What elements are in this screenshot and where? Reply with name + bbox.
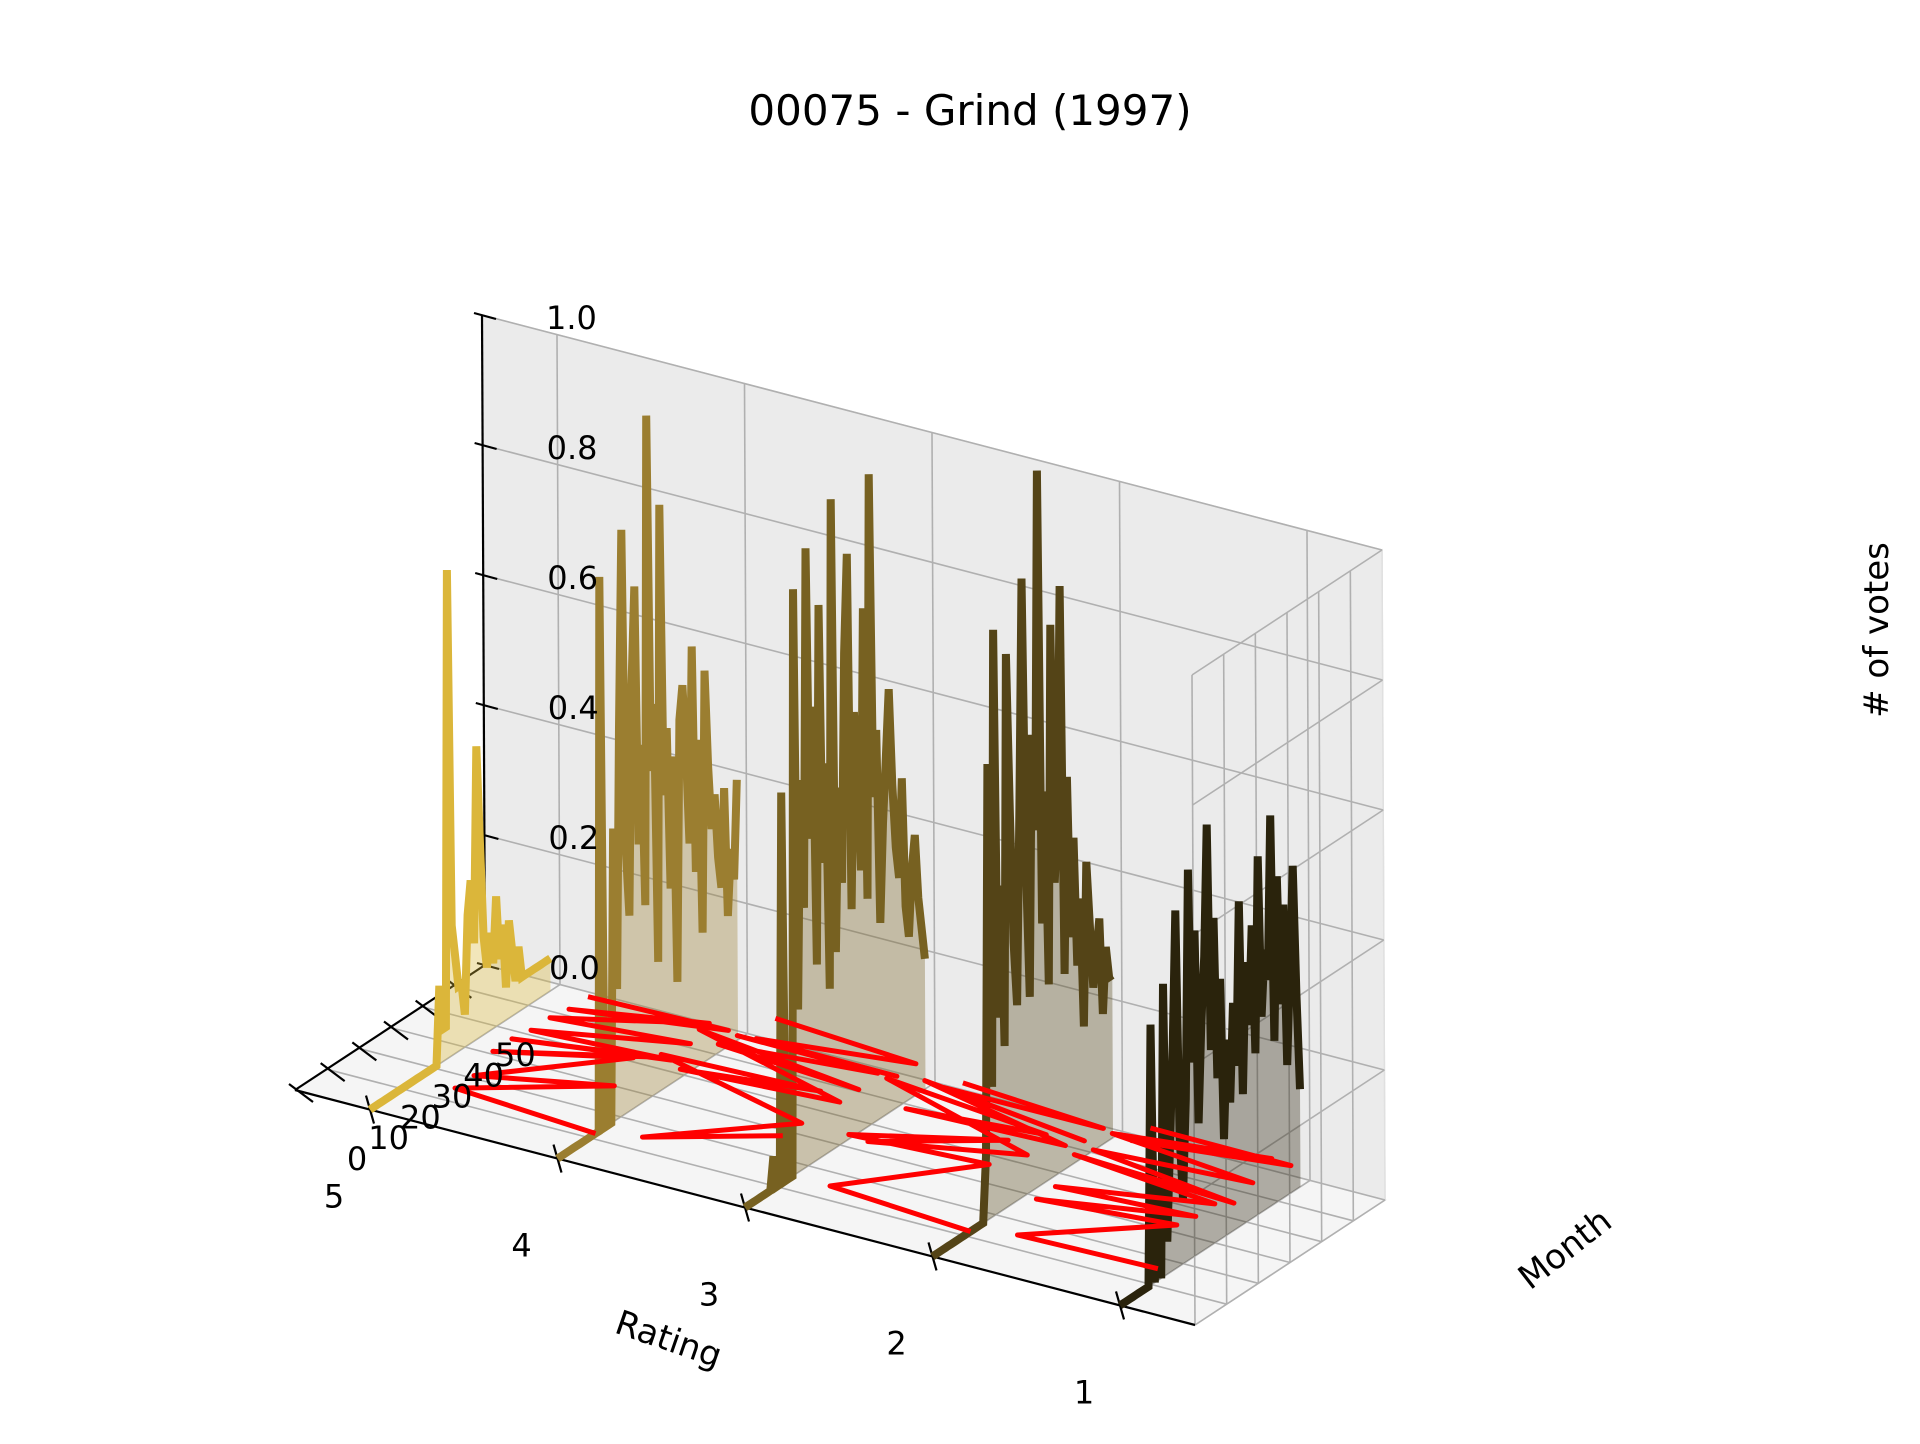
grid-line-z-left: [1192, 679, 1384, 806]
x-axis-label: Rating: [610, 1303, 727, 1377]
chart-title: 00075 - Grind (1997): [748, 86, 1192, 135]
x-tick-label: 4: [511, 1227, 531, 1265]
z-tick: [474, 571, 498, 581]
x-tick: [1114, 1291, 1126, 1320]
overlay-line-rating-2: [827, 1075, 1106, 1234]
x-tick: [552, 1144, 563, 1173]
y-tick: [288, 1083, 314, 1103]
y-axis-line: [294, 964, 486, 1091]
z-tick-label: 0.8: [547, 429, 598, 467]
grid-line-x-back: [556, 334, 561, 985]
z-tick-label: 0.0: [549, 949, 600, 987]
overlay-line-rating-3: [640, 1016, 919, 1140]
z-tick-label: 1.0: [546, 299, 597, 337]
z-tick: [475, 701, 499, 711]
y-tick: [320, 1062, 346, 1083]
z-tick-label: 0.4: [548, 689, 599, 727]
z-tick-label: 0.6: [547, 559, 598, 597]
y-axis-label: Month: [1511, 1201, 1620, 1298]
grid-line-z-left: [1191, 549, 1383, 676]
y-tick-label: 10: [368, 1119, 409, 1157]
z-tick-label: 0.2: [548, 819, 599, 857]
z-tick: [473, 311, 497, 321]
y-tick-label: 50: [495, 1036, 536, 1074]
z-tick: [474, 441, 497, 451]
grid-line-x-back: [743, 383, 749, 1034]
grid-line-y-left: [1317, 591, 1323, 1242]
grid-line-z-back: [482, 444, 1383, 681]
series-line-rating-4: [555, 415, 741, 1162]
series-fill-rating-3: [745, 474, 926, 1208]
grid-line-x-back: [1118, 481, 1124, 1132]
y-tick-label: 20: [400, 1098, 441, 1136]
z-axis-line: [480, 314, 487, 966]
y-tick: [351, 1041, 377, 1062]
overlay-line-rating-1: [1015, 1125, 1294, 1272]
x-tick-label: 5: [324, 1178, 344, 1216]
y-tick: [383, 1020, 409, 1041]
series-line-rating-5: [367, 569, 553, 1113]
x-tick-label: 3: [699, 1276, 719, 1314]
grid-line-z-left: [1192, 809, 1384, 936]
x-tick-label: 2: [886, 1324, 906, 1362]
y-tick-label: 0: [347, 1140, 367, 1178]
grid-line-y-left: [1222, 654, 1228, 1305]
series-line-rating-3: [742, 474, 929, 1211]
overlay-lines: [452, 994, 1294, 1272]
grid-line-x-back: [931, 432, 936, 1083]
grid-line-y-left: [1349, 570, 1355, 1221]
series-line-rating-2: [930, 470, 1115, 1260]
z-axis-label: # of votes: [1857, 542, 1897, 718]
grid-line-z-left: [1194, 1199, 1386, 1326]
overlay-line-rating-4: [452, 994, 731, 1136]
y-tick-label: 30: [432, 1078, 473, 1116]
x-tick-label: 1: [1074, 1373, 1094, 1411]
series-line-rating-1: [1117, 815, 1304, 1309]
grid-line-x-back: [1306, 530, 1311, 1181]
grid-line-z-back: [481, 314, 1383, 551]
y-tick-label: 40: [463, 1057, 504, 1095]
